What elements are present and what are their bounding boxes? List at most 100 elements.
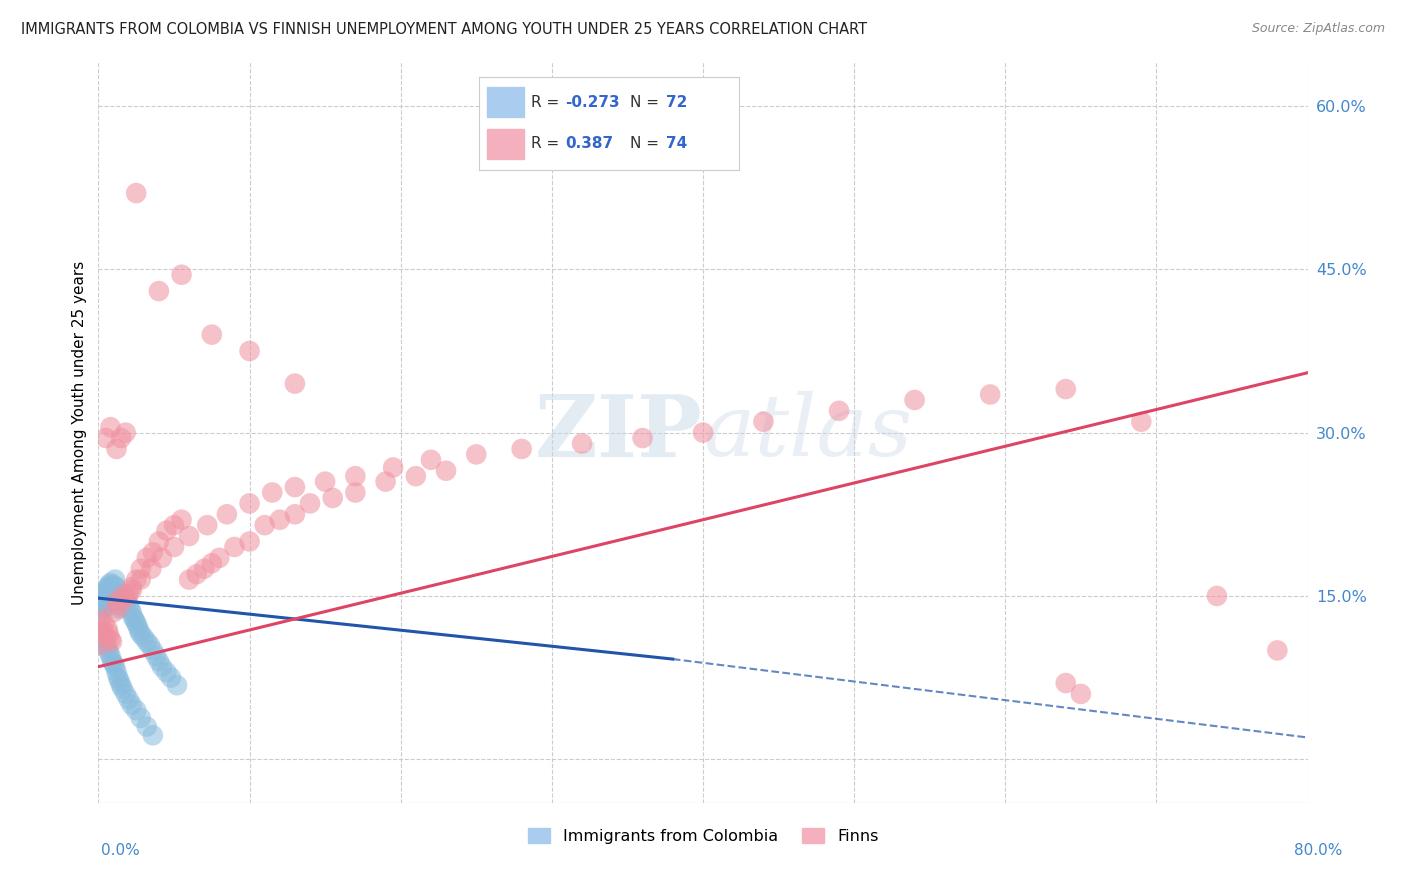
- Point: [155, 665, 177, 680]
- Point: [118, 598, 141, 612]
- Point: [100, 589, 122, 603]
- Point: [108, 673, 131, 688]
- Point: [344, 485, 367, 500]
- Point: [110, 678, 132, 692]
- Point: [114, 687, 136, 701]
- Point: [405, 469, 427, 483]
- Point: [195, 518, 218, 533]
- Point: [98, 578, 121, 592]
- Point: [631, 431, 654, 445]
- Point: [104, 659, 127, 673]
- Point: [124, 613, 146, 627]
- Point: [179, 573, 201, 587]
- Point: [239, 534, 262, 549]
- Point: [98, 627, 121, 641]
- Point: [284, 480, 307, 494]
- Point: [692, 425, 714, 440]
- Point: [111, 591, 134, 606]
- Point: [1206, 589, 1229, 603]
- Text: 0.0%: 0.0%: [101, 843, 141, 858]
- Point: [90, 589, 112, 603]
- Point: [284, 508, 307, 522]
- Point: [118, 692, 141, 706]
- Point: [101, 634, 124, 648]
- Text: Source: ZipAtlas.com: Source: ZipAtlas.com: [1251, 22, 1385, 36]
- Point: [269, 513, 291, 527]
- Point: [90, 624, 112, 638]
- Point: [111, 681, 134, 696]
- Point: [118, 587, 141, 601]
- Point: [129, 627, 152, 641]
- Point: [166, 678, 188, 692]
- Point: [135, 720, 157, 734]
- Point: [179, 529, 201, 543]
- Point: [94, 431, 117, 445]
- Point: [141, 562, 163, 576]
- Point: [107, 671, 129, 685]
- Point: [1070, 687, 1092, 701]
- Point: [828, 404, 851, 418]
- Text: IMMIGRANTS FROM COLOMBIA VS FINNISH UNEMPLOYMENT AMONG YOUTH UNDER 25 YEARS CORR: IMMIGRANTS FROM COLOMBIA VS FINNISH UNEM…: [21, 22, 868, 37]
- Point: [465, 447, 488, 461]
- Point: [155, 524, 177, 538]
- Point: [262, 485, 284, 500]
- Point: [114, 591, 136, 606]
- Point: [374, 475, 396, 489]
- Point: [201, 327, 224, 342]
- Point: [170, 268, 193, 282]
- Point: [101, 583, 124, 598]
- Point: [96, 594, 118, 608]
- Point: [163, 540, 186, 554]
- Legend: Immigrants from Colombia, Finns: Immigrants from Colombia, Finns: [522, 822, 884, 850]
- Point: [142, 643, 165, 657]
- Point: [93, 587, 115, 601]
- Point: [170, 513, 193, 527]
- Point: [145, 648, 167, 663]
- Point: [100, 575, 122, 590]
- Point: [110, 594, 132, 608]
- Point: [121, 698, 143, 712]
- Point: [125, 616, 148, 631]
- Point: [114, 425, 136, 440]
- Point: [105, 665, 128, 680]
- Y-axis label: Unemployment Among Youth under 25 years: Unemployment Among Youth under 25 years: [72, 260, 87, 605]
- Point: [122, 611, 145, 625]
- Point: [90, 605, 112, 619]
- Point: [121, 605, 143, 619]
- Point: [160, 671, 183, 685]
- Point: [105, 442, 128, 456]
- Point: [114, 591, 136, 606]
- Point: [148, 654, 170, 668]
- Point: [215, 508, 238, 522]
- Point: [163, 518, 186, 533]
- Point: [150, 550, 173, 565]
- Point: [979, 387, 1001, 401]
- Point: [253, 518, 276, 533]
- Point: [110, 431, 132, 445]
- Point: [193, 562, 215, 576]
- Point: [135, 550, 157, 565]
- Point: [139, 638, 162, 652]
- Point: [103, 657, 125, 671]
- Point: [120, 602, 142, 616]
- Point: [314, 475, 336, 489]
- Point: [299, 496, 322, 510]
- Point: [93, 616, 115, 631]
- Point: [148, 284, 170, 298]
- Point: [103, 578, 125, 592]
- Point: [1054, 382, 1077, 396]
- Point: [100, 632, 122, 647]
- Point: [125, 703, 148, 717]
- Point: [148, 534, 170, 549]
- Point: [186, 567, 208, 582]
- Point: [94, 599, 117, 614]
- Point: [107, 589, 129, 603]
- Point: [111, 589, 134, 603]
- Point: [96, 622, 118, 636]
- Point: [420, 453, 443, 467]
- Point: [104, 587, 127, 601]
- Point: [239, 496, 262, 510]
- Point: [752, 415, 775, 429]
- Point: [98, 591, 121, 606]
- Point: [121, 580, 143, 594]
